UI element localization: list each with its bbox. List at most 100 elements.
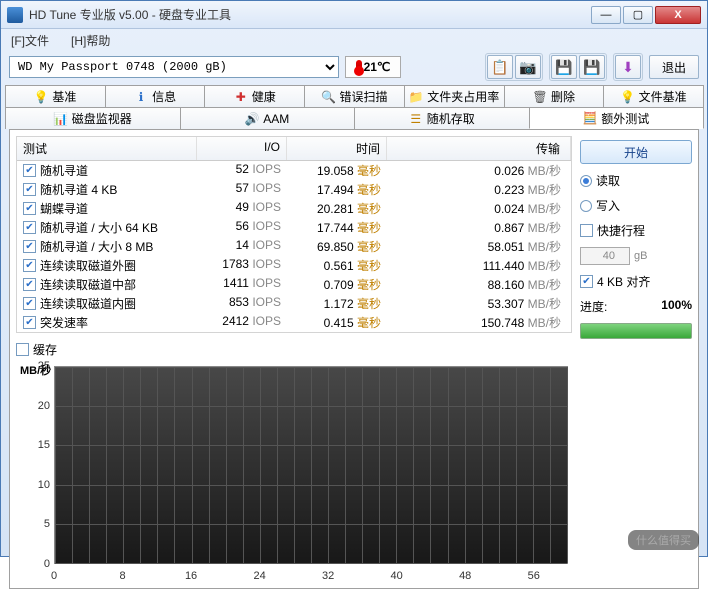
tab-健康[interactable]: ✚健康: [204, 85, 305, 107]
controls-pane: 开始 读取 写入 快捷行程 gB ✔: [580, 136, 692, 582]
radio-write[interactable]: [580, 200, 592, 212]
table-row[interactable]: ✔蝴蝶寻道49 IOPS20.281 毫秒0.024 MB/秒: [17, 199, 571, 218]
table-row[interactable]: ✔连续读取磁道内圈853 IOPS1.172 毫秒53.307 MB/秒: [17, 294, 571, 313]
table-row[interactable]: ✔随机寻道 4 KB57 IOPS17.494 毫秒0.223 MB/秒: [17, 180, 571, 199]
tabs-area: 💡基准ℹ信息✚健康🔍错误扫描📁文件夹占用率🗑删除💡文件基准 📊磁盘监视器🔊AAM…: [5, 85, 703, 589]
cache-checkbox[interactable]: [16, 343, 29, 356]
col-test[interactable]: 测试: [17, 137, 197, 160]
col-io[interactable]: I/O: [197, 137, 287, 160]
start-button[interactable]: 开始: [580, 140, 692, 164]
menu-help[interactable]: [H]帮助: [65, 30, 116, 51]
tab-额外测试[interactable]: 🧮额外测试: [529, 107, 705, 129]
col-time[interactable]: 时间: [287, 137, 387, 160]
options-button[interactable]: ⬇: [615, 55, 641, 79]
row-checkbox[interactable]: ✔: [23, 221, 36, 234]
row-checkbox[interactable]: ✔: [23, 259, 36, 272]
tab-icon: 💡: [621, 90, 635, 104]
x-tick: 40: [391, 570, 403, 582]
menu-file[interactable]: [F]文件: [5, 30, 55, 51]
window-title: HD Tune 专业版 v5.00 - 硬盘专业工具: [29, 6, 591, 23]
tab-row-2: 📊磁盘监视器🔊AAM☰随机存取🧮额外测试: [5, 107, 703, 129]
progress-bar: [580, 323, 692, 339]
screenshot-button[interactable]: 📷: [515, 55, 541, 79]
tab-信息[interactable]: ℹ信息: [105, 85, 206, 107]
row-checkbox[interactable]: ✔: [23, 183, 36, 196]
x-tick: 16: [185, 570, 197, 582]
cache-option[interactable]: 缓存: [16, 341, 572, 358]
table-row[interactable]: ✔随机寻道 / 大小 8 MB14 IOPS69.850 毫秒58.051 MB…: [17, 237, 571, 256]
exit-button[interactable]: 退出: [649, 55, 699, 79]
x-tick: 0: [51, 570, 57, 582]
tab-icon: 📁: [409, 90, 423, 104]
x-tick: 48: [459, 570, 471, 582]
close-button[interactable]: X: [655, 6, 701, 24]
row-checkbox[interactable]: ✔: [23, 297, 36, 310]
toolbar-group-2: 💾 💾: [549, 53, 607, 81]
temperature-display: 21℃: [345, 56, 401, 78]
tab-icon: ✚: [234, 90, 248, 104]
y-tick: 10: [16, 479, 50, 491]
tab-content: 测试 I/O 时间 传输 ✔随机寻道52 IOPS19.058 毫秒0.026 …: [9, 129, 699, 589]
maximize-button[interactable]: ▢: [623, 6, 653, 24]
window-controls: — ▢ X: [591, 6, 701, 24]
y-tick: 5: [16, 518, 50, 530]
tab-AAM[interactable]: 🔊AAM: [180, 107, 356, 129]
tab-删除[interactable]: 🗑删除: [504, 85, 605, 107]
col-transfer[interactable]: 传输: [387, 137, 571, 160]
tab-icon: 🔊: [245, 112, 259, 126]
y-tick: 25: [16, 360, 50, 372]
row-checkbox[interactable]: ✔: [23, 240, 36, 253]
row-checkbox[interactable]: ✔: [23, 278, 36, 291]
temperature-value: 21℃: [364, 60, 391, 74]
results-table: 测试 I/O 时间 传输 ✔随机寻道52 IOPS19.058 毫秒0.026 …: [16, 136, 572, 333]
row-checkbox[interactable]: ✔: [23, 164, 36, 177]
trip-checkbox[interactable]: [580, 224, 593, 237]
tab-icon: 🗑: [533, 90, 547, 104]
table-row[interactable]: ✔随机寻道 / 大小 64 KB56 IOPS17.744 毫秒0.867 MB…: [17, 218, 571, 237]
align-option[interactable]: ✔ 4 KB 对齐: [580, 273, 692, 290]
drive-select[interactable]: WD My Passport 0748 (2000 gB): [9, 56, 339, 78]
save-button[interactable]: 💾: [551, 55, 577, 79]
y-tick: 20: [16, 400, 50, 412]
row-checkbox[interactable]: ✔: [23, 202, 36, 215]
table-row[interactable]: ✔突发速率2412 IOPS0.415 毫秒150.748 MB/秒: [17, 313, 571, 332]
x-tick: 32: [322, 570, 334, 582]
toolbar: WD My Passport 0748 (2000 gB) 21℃ 📋 📷 💾 …: [1, 51, 707, 83]
mode-write[interactable]: 写入: [580, 197, 692, 214]
transfer-chart: MB/秒 252015105008162432404856: [16, 362, 572, 582]
table-row[interactable]: ✔随机寻道52 IOPS19.058 毫秒0.026 MB/秒: [17, 161, 571, 180]
minimize-button[interactable]: —: [591, 6, 621, 24]
tab-错误扫描[interactable]: 🔍错误扫描: [304, 85, 405, 107]
tab-基准[interactable]: 💡基准: [5, 85, 106, 107]
progress-value: 100%: [661, 298, 692, 315]
x-tick: 8: [119, 570, 125, 582]
progress-label: 进度: 100%: [580, 298, 692, 315]
short-trip-option[interactable]: 快捷行程: [580, 222, 692, 239]
tab-icon: 📊: [54, 112, 68, 126]
thermometer-icon: [356, 60, 362, 74]
table-row[interactable]: ✔连续读取磁道外圈1783 IOPS0.561 毫秒111.440 MB/秒: [17, 256, 571, 275]
y-tick: 15: [16, 439, 50, 451]
row-checkbox[interactable]: ✔: [23, 316, 36, 329]
mode-read[interactable]: 读取: [580, 172, 692, 189]
tab-icon: 🔍: [322, 90, 336, 104]
align-checkbox[interactable]: ✔: [580, 275, 593, 288]
table-row[interactable]: ✔连续读取磁道中部1411 IOPS0.709 毫秒88.160 MB/秒: [17, 275, 571, 294]
tab-icon: 🧮: [583, 111, 597, 125]
radio-read[interactable]: [580, 175, 592, 187]
tab-文件夹占用率[interactable]: 📁文件夹占用率: [404, 85, 505, 107]
tab-icon: ℹ: [134, 90, 148, 104]
save-all-button[interactable]: 💾: [579, 55, 605, 79]
table-header: 测试 I/O 时间 传输: [17, 137, 571, 161]
trip-size-input[interactable]: [580, 247, 630, 265]
table-body: ✔随机寻道52 IOPS19.058 毫秒0.026 MB/秒✔随机寻道 4 K…: [17, 161, 571, 332]
copy-button[interactable]: 📋: [487, 55, 513, 79]
x-tick: 24: [253, 570, 265, 582]
menubar: [F]文件 [H]帮助: [1, 29, 707, 51]
trip-unit: gB: [634, 250, 647, 262]
tab-磁盘监视器[interactable]: 📊磁盘监视器: [5, 107, 181, 129]
tab-随机存取[interactable]: ☰随机存取: [354, 107, 530, 129]
tab-icon: 💡: [34, 90, 48, 104]
tab-文件基准[interactable]: 💡文件基准: [603, 85, 704, 107]
tab-row-1: 💡基准ℹ信息✚健康🔍错误扫描📁文件夹占用率🗑删除💡文件基准: [5, 85, 703, 107]
